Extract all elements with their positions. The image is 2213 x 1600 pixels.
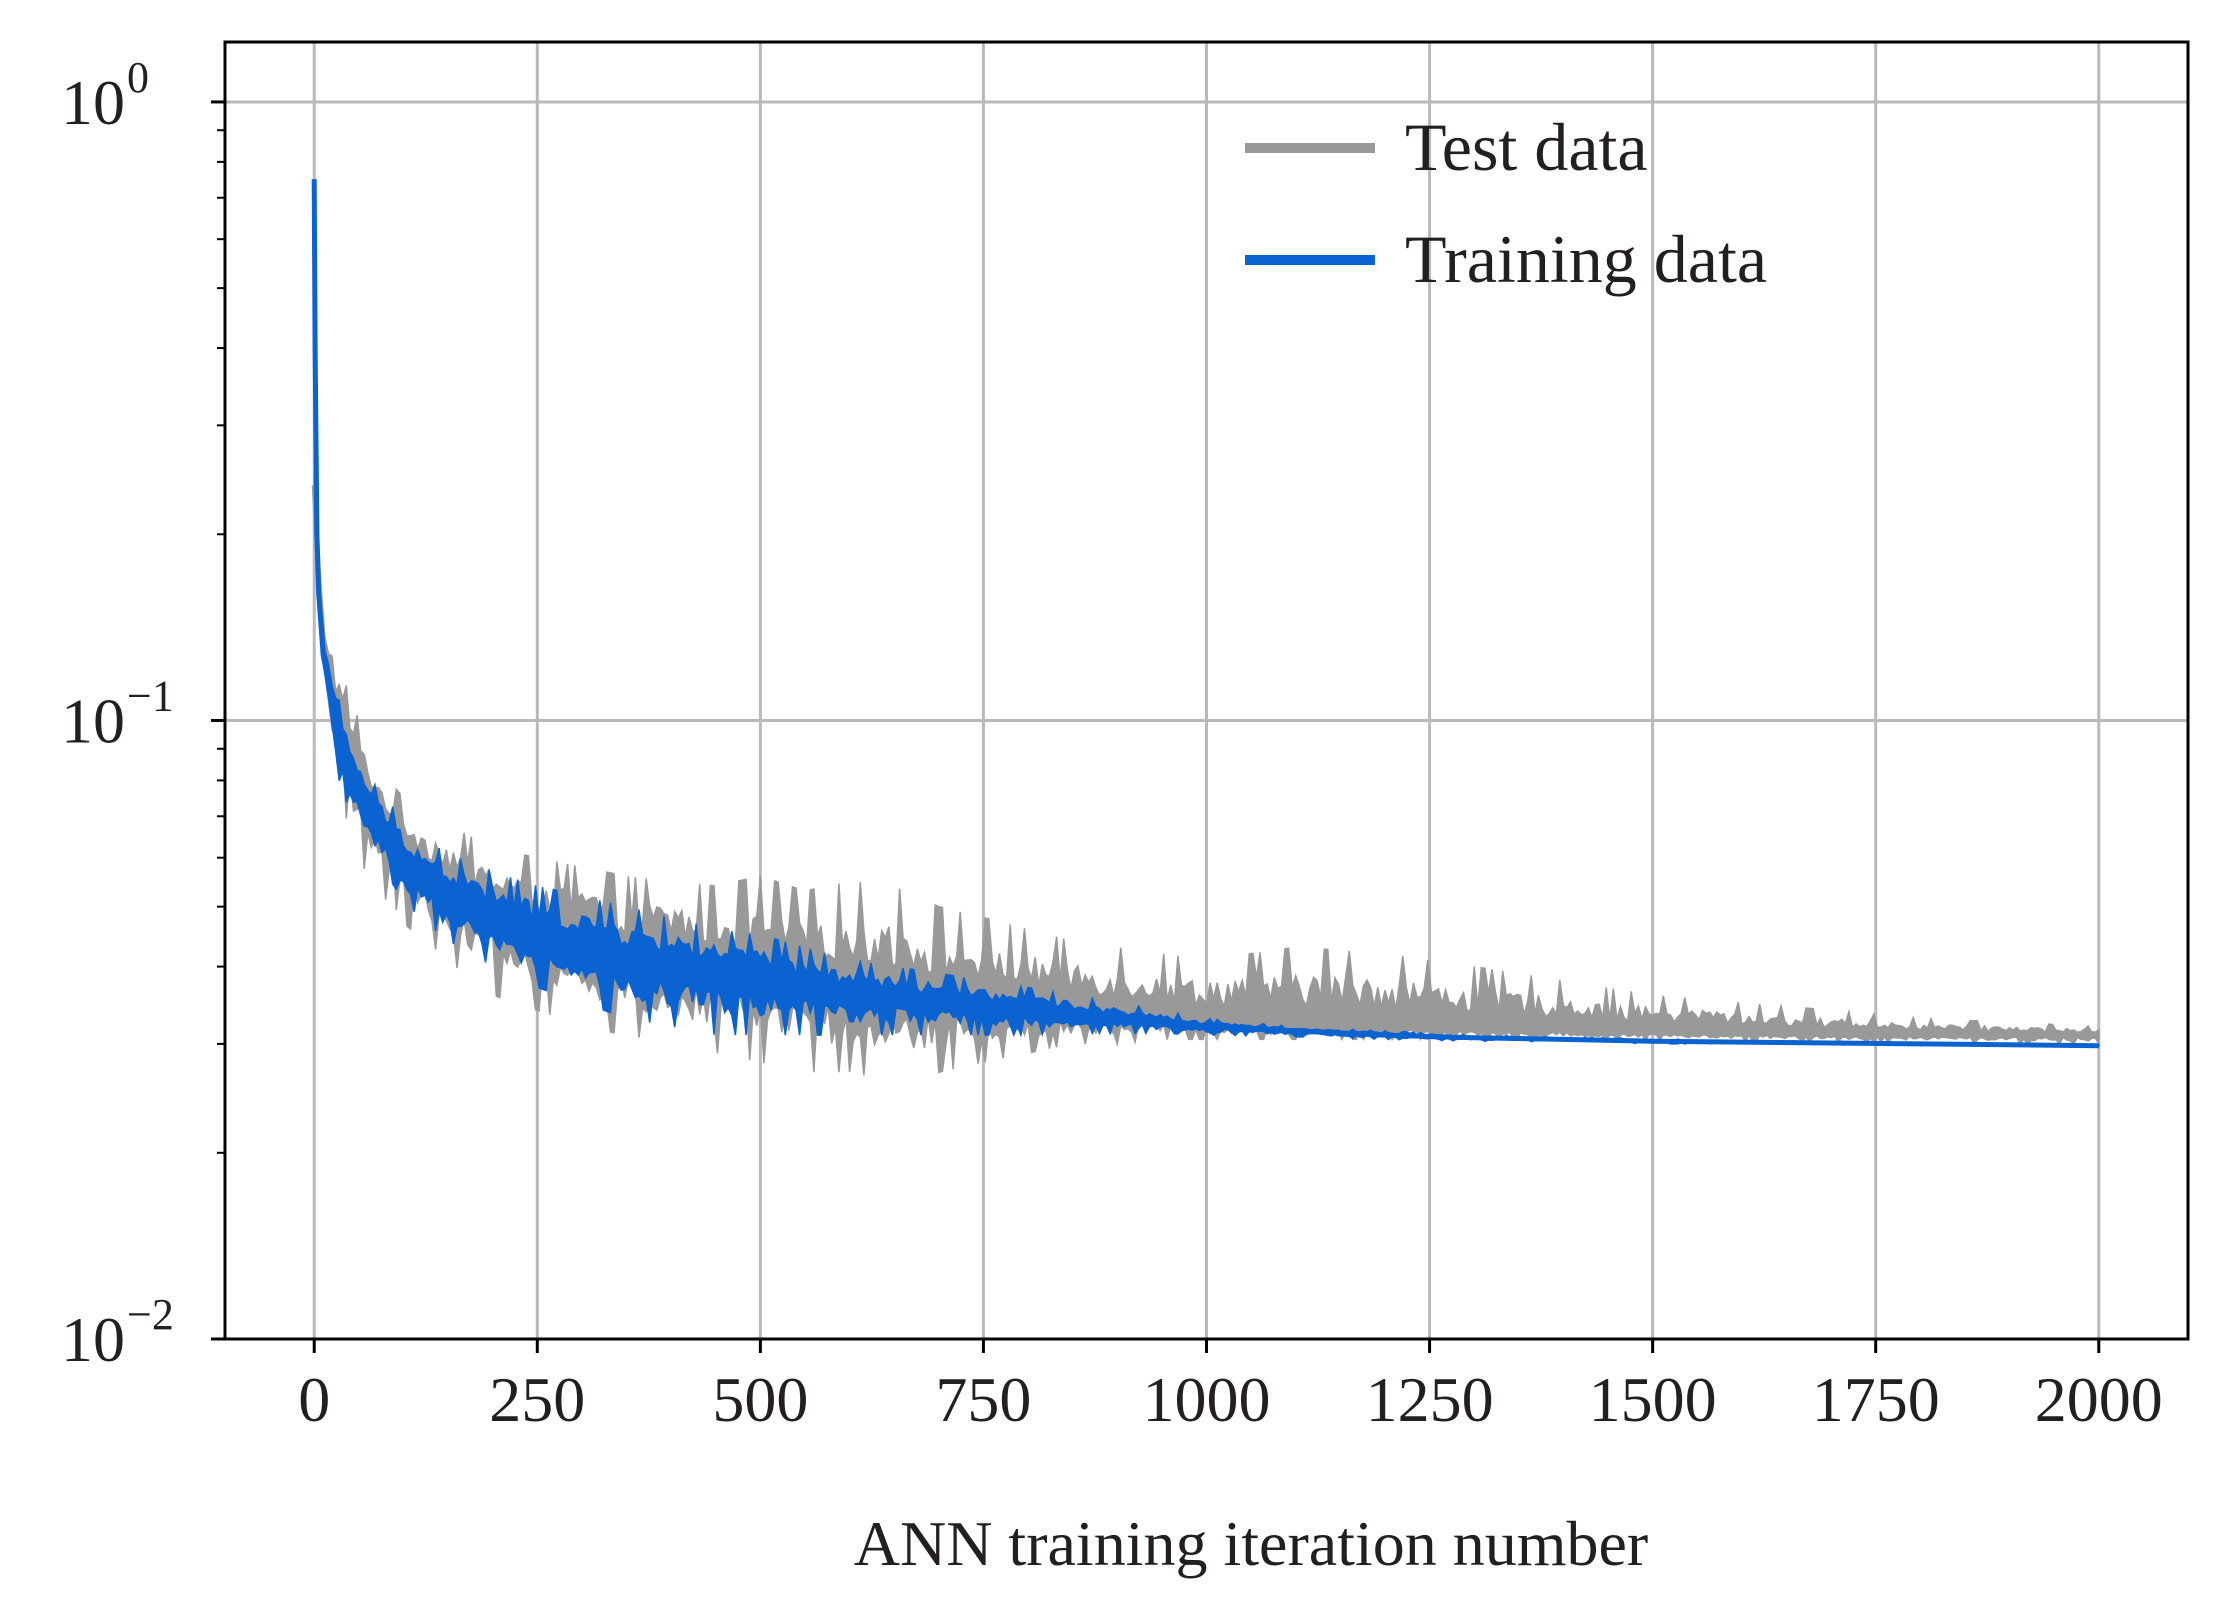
x-tick-label: 250 [489, 1364, 585, 1435]
x-tick-label: 500 [712, 1364, 808, 1435]
y-tick-label: 10 0 [61, 53, 149, 138]
legend-label: Training data [1405, 221, 1767, 297]
legend-entry: Training data [1245, 221, 1767, 297]
series-training-data [311, 179, 2100, 1049]
series-line [311, 179, 2099, 1049]
x-tick-label: 1000 [1143, 1364, 1271, 1435]
x-tick-label: 1250 [1366, 1364, 1494, 1435]
legend-entry: Test data [1245, 109, 1648, 185]
legend: Test data Training data [1245, 109, 1767, 297]
y-tick-label-base: 10 [61, 67, 125, 138]
y-tick-label-exponent: −2 [127, 1290, 174, 1339]
y-tick-label-exponent: −1 [127, 671, 174, 720]
axes: 0 250 500 750 1000 1250 1500 1750 200010−210−110… [61, 53, 2163, 1435]
x-axis-title: ANN training iteration number [854, 1508, 1648, 1579]
y-tick-label: 10 −1 [61, 671, 174, 756]
x-tick-label: 1500 [1589, 1364, 1717, 1435]
series-layer [311, 179, 2100, 1076]
x-tick-label: 2000 [2035, 1364, 2163, 1435]
legend-label: Test data [1405, 109, 1648, 185]
x-tick-label: 1750 [1812, 1364, 1940, 1435]
y-tick-label: 10 −2 [61, 1290, 174, 1375]
grid [225, 42, 2188, 1339]
y-tick-label-exponent: 0 [127, 53, 149, 102]
x-tick-label: 750 [935, 1364, 1031, 1435]
x-tick-label: 0 [298, 1364, 330, 1435]
y-tick-label-base: 10 [61, 685, 125, 756]
series-envelope [313, 179, 2100, 1049]
y-tick-label-base: 10 [61, 1304, 125, 1375]
